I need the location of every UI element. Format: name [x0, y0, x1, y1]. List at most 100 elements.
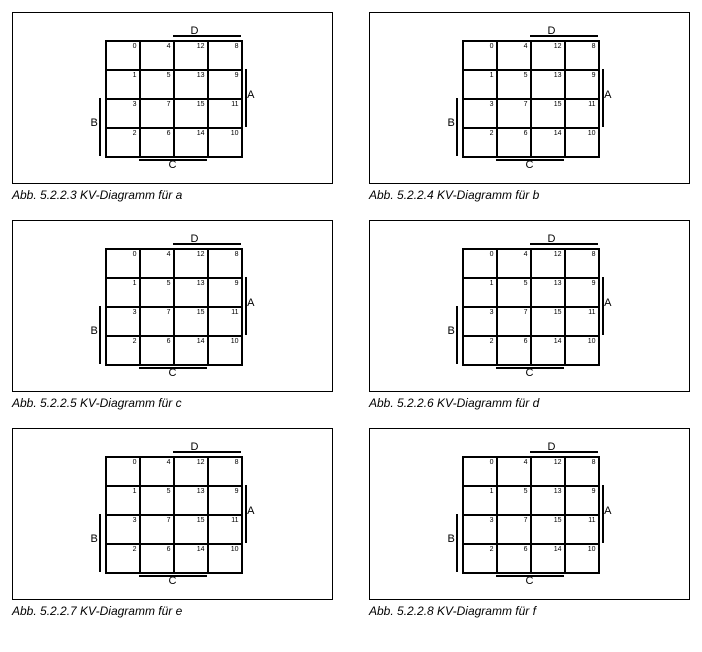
- kv-cell: 2: [463, 128, 497, 157]
- kv-cell: 0: [106, 457, 140, 486]
- kv-cell: 11: [565, 307, 599, 336]
- panel-a: D A B C 0 4 12 8 1 5 13 9 3 7: [12, 12, 333, 202]
- kv-cell: 10: [565, 544, 599, 573]
- kv-cells: 04128 15139 371511 261410: [462, 456, 600, 574]
- bar-C: [496, 575, 564, 577]
- kv-cell: 5: [497, 486, 531, 515]
- kv-cell: 9: [565, 486, 599, 515]
- kv-cell: 4: [140, 457, 174, 486]
- page-grid: D A B C 0 4 12 8 1 5 13 9 3 7: [12, 12, 690, 618]
- kv-cell: 15: [531, 99, 565, 128]
- kv-frame: D A B C 04128 15139 371511 261410: [369, 428, 690, 600]
- label-A: A: [604, 506, 611, 517]
- bar-A: [602, 69, 604, 127]
- kv-cell: 13: [531, 486, 565, 515]
- kv-cell: 14: [174, 544, 208, 573]
- bar-C: [496, 159, 564, 161]
- kv-cell: 3: [463, 515, 497, 544]
- panel-b: D A B C 04128 15139 371511 261410 Abb. 5…: [369, 12, 690, 202]
- caption: Abb. 5.2.2.5 KV-Diagramm für c: [12, 396, 333, 410]
- bar-D: [530, 451, 598, 453]
- kv-cells: 0 4 12 8 1 5 13 9 3 7 15 11 2 6 14 10: [105, 40, 243, 158]
- kv-cell: 6: [497, 544, 531, 573]
- kv-cell: 10: [208, 128, 242, 157]
- kv-cell: 7: [140, 307, 174, 336]
- kv-cell: 15: [174, 307, 208, 336]
- bar-D: [173, 243, 241, 245]
- kv-cell: 10: [565, 128, 599, 157]
- kv-cell: 5: [140, 278, 174, 307]
- kv-cell: 12: [174, 457, 208, 486]
- kv-cell: 12: [174, 41, 208, 70]
- label-A: A: [247, 90, 254, 101]
- kv-cell: 9: [208, 278, 242, 307]
- kv-cell: 3: [106, 99, 140, 128]
- kv-diagram: D A B C 04128 15139 371511 261410: [450, 28, 610, 168]
- kv-cell: 14: [174, 336, 208, 365]
- panel-e: D A B C 04128 15139 371511 261410 Abb. 5…: [12, 428, 333, 618]
- kv-cell: 14: [174, 128, 208, 157]
- kv-cell: 13: [174, 486, 208, 515]
- kv-cells: 04128 15139 371511 261410: [462, 40, 600, 158]
- kv-cell: 12: [531, 41, 565, 70]
- bar-B: [99, 306, 101, 364]
- bar-A: [245, 69, 247, 127]
- bar-D: [530, 35, 598, 37]
- kv-frame: D A B C 04128 15139 371511 261410: [12, 428, 333, 600]
- kv-cell: 8: [208, 457, 242, 486]
- kv-cell: 10: [565, 336, 599, 365]
- kv-cell: 12: [174, 249, 208, 278]
- kv-cell: 5: [497, 70, 531, 99]
- kv-diagram: D A B C 0 4 12 8 1 5 13 9 3 7: [93, 28, 253, 168]
- kv-diagram: D A B C 04128 15139 371511 261410: [93, 444, 253, 584]
- kv-cell: 3: [463, 307, 497, 336]
- label-A: A: [604, 90, 611, 101]
- kv-cell: 14: [531, 336, 565, 365]
- label-C: C: [169, 368, 177, 379]
- label-A: A: [247, 506, 254, 517]
- kv-cell: 8: [565, 249, 599, 278]
- kv-cell: 6: [497, 128, 531, 157]
- kv-frame: D A B C 04128 15139 371511 261410: [12, 220, 333, 392]
- bar-A: [245, 485, 247, 543]
- kv-cell: 6: [497, 336, 531, 365]
- panel-c: D A B C 04128 15139 371511 261410 Abb. 5…: [12, 220, 333, 410]
- kv-cell: 5: [140, 486, 174, 515]
- caption: Abb. 5.2.2.6 KV-Diagramm für d: [369, 396, 690, 410]
- kv-cell: 9: [208, 486, 242, 515]
- kv-diagram: D A B C 04128 15139 371511 261410: [93, 236, 253, 376]
- kv-cell: 7: [497, 307, 531, 336]
- kv-cell: 2: [463, 544, 497, 573]
- kv-cell: 9: [208, 70, 242, 99]
- kv-cell: 15: [531, 307, 565, 336]
- kv-frame: D A B C 0 4 12 8 1 5 13 9 3 7: [12, 12, 333, 184]
- kv-cell: 14: [531, 128, 565, 157]
- kv-cell: 0: [463, 41, 497, 70]
- kv-cell: 11: [208, 515, 242, 544]
- kv-cell: 5: [140, 70, 174, 99]
- kv-cell: 11: [208, 307, 242, 336]
- kv-cell: 15: [531, 515, 565, 544]
- kv-cell: 3: [463, 99, 497, 128]
- kv-cell: 2: [463, 336, 497, 365]
- kv-cell: 1: [463, 486, 497, 515]
- caption: Abb. 5.2.2.4 KV-Diagramm für b: [369, 188, 690, 202]
- label-C: C: [169, 160, 177, 171]
- label-B: B: [91, 326, 98, 337]
- bar-C: [139, 367, 207, 369]
- kv-cell: 13: [174, 278, 208, 307]
- panel-d: D A B C 04128 15139 371511 261410 Abb. 5…: [369, 220, 690, 410]
- label-B: B: [91, 118, 98, 129]
- kv-cell: 2: [106, 544, 140, 573]
- kv-cell: 1: [106, 278, 140, 307]
- bar-B: [456, 306, 458, 364]
- kv-cell: 4: [140, 249, 174, 278]
- label-B: B: [91, 534, 98, 545]
- kv-cell: 0: [463, 457, 497, 486]
- kv-cell: 7: [497, 515, 531, 544]
- bar-B: [456, 514, 458, 572]
- kv-cell: 7: [140, 515, 174, 544]
- kv-cell: 11: [565, 515, 599, 544]
- kv-cell: 13: [531, 278, 565, 307]
- kv-cell: 15: [174, 99, 208, 128]
